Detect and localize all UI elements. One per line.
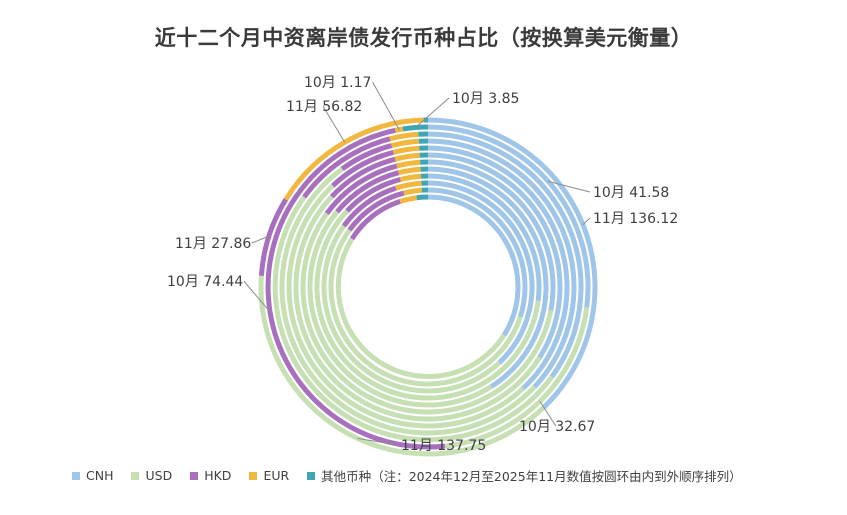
legend-swatch bbox=[307, 471, 316, 480]
ring-7-slice-HKD bbox=[329, 156, 396, 199]
ring-2-slice-HKD bbox=[347, 190, 405, 232]
data-label: 11月 136.12 bbox=[593, 211, 678, 227]
ring-1-slice-CNH bbox=[427, 194, 521, 337]
legend-label: 其他币种 bbox=[321, 469, 372, 484]
ring-8-slice-HKD bbox=[331, 149, 395, 188]
ring-2-slice-CNH bbox=[427, 187, 528, 318]
ring-7-slice-CNH bbox=[427, 152, 563, 360]
legend-swatch bbox=[72, 471, 80, 480]
ring-3-slice-CNH bbox=[427, 180, 535, 365]
annotation-leader-line bbox=[548, 180, 591, 193]
annotation-leader-line bbox=[251, 235, 270, 244]
ring-9-slice-HKD bbox=[340, 143, 393, 171]
annotation-leader-line bbox=[243, 280, 271, 313]
legend-item-USD: USD bbox=[131, 468, 172, 483]
ring-2-slice-USD bbox=[328, 228, 523, 387]
ring-7-slice-USD bbox=[293, 194, 542, 422]
ring-10-slice-HKD bbox=[302, 136, 391, 199]
ring-5-slice-USD bbox=[307, 210, 493, 408]
ring-12-slice-CNH bbox=[427, 117, 598, 410]
ring-1-slice-其他币种 bbox=[416, 194, 429, 201]
ring-10-slice-USD bbox=[272, 195, 554, 443]
ring-1-slice-USD bbox=[335, 237, 507, 379]
chart-title: 近十二个月中资离岸债发行币种占比（按换算美元衡量） bbox=[154, 26, 693, 50]
ring-6-slice-USD bbox=[300, 212, 554, 415]
ring-10-slice-EUR bbox=[389, 131, 419, 142]
data-label: 10月 1.17 bbox=[304, 75, 371, 91]
ring-4-slice-CNH bbox=[427, 173, 542, 302]
legend-item-CNH: CNH bbox=[72, 468, 113, 483]
annotation-leader-line bbox=[322, 105, 346, 143]
annotations: 10月 1.17 11月 56.82 10月 3.85 10月 41.58 11月 13… bbox=[167, 75, 678, 454]
legend-item-HKD: HKD bbox=[190, 468, 231, 483]
data-label: 11月 56.82 bbox=[286, 99, 362, 115]
ring-6-slice-EUR bbox=[396, 159, 421, 169]
ring-9-slice-CNH bbox=[427, 138, 577, 389]
annotation-leader-line bbox=[415, 97, 450, 128]
ring-6-slice-HKD bbox=[324, 163, 398, 216]
ring-7-slice-EUR bbox=[394, 152, 420, 162]
ring-9-slice-USD bbox=[279, 166, 537, 436]
rings bbox=[258, 117, 598, 457]
ring-2-slice-EUR bbox=[403, 187, 423, 196]
ring-11-slice-HKD bbox=[265, 127, 446, 450]
data-label: 11月 27.86 bbox=[175, 236, 251, 252]
ring-4-slice-HKD bbox=[345, 177, 402, 213]
legend-label: CNH bbox=[86, 468, 114, 483]
ring-11-slice-USD bbox=[444, 307, 590, 449]
ring-5-slice-EUR bbox=[398, 166, 421, 176]
annotation-leader-line bbox=[372, 81, 400, 130]
ring-3-slice-EUR bbox=[395, 180, 422, 191]
ring-9-slice-EUR bbox=[391, 138, 420, 149]
data-label: 11月 137.75 bbox=[401, 438, 486, 454]
ring-12-slice-EUR bbox=[283, 117, 424, 201]
legend-swatch bbox=[190, 471, 199, 480]
ring-10-slice-CNH bbox=[427, 131, 584, 379]
ring-6-slice-CNH bbox=[427, 159, 556, 311]
ring-5-slice-HKD bbox=[335, 170, 400, 214]
ring-4-slice-EUR bbox=[399, 173, 422, 182]
ring-3-slice-HKD bbox=[341, 185, 397, 228]
legend-swatch bbox=[249, 471, 258, 480]
legend-item-EUR: EUR bbox=[249, 468, 289, 483]
ring-5-slice-CNH bbox=[427, 166, 549, 389]
legend-label: EUR bbox=[263, 468, 290, 483]
legend-swatch bbox=[131, 471, 140, 480]
data-label: 10月 41.58 bbox=[593, 185, 669, 201]
legend-item-其他币种: 其他币种 （注：2024年12月至2025年11月数值按圆环由内到外顺序排列） bbox=[307, 466, 742, 485]
ring-3-slice-USD bbox=[321, 224, 501, 394]
ring-8-slice-EUR bbox=[392, 145, 420, 155]
legend-note: （注：2024年12月至2025年11月数值按圆环由内到外顺序排列） bbox=[371, 469, 742, 484]
ring-8-slice-CNH bbox=[427, 145, 570, 391]
legend-label: USD bbox=[145, 468, 173, 483]
ring-11-slice-CNH bbox=[427, 124, 591, 308]
annotation-leader-line bbox=[539, 401, 557, 427]
ring-1-slice-EUR bbox=[399, 195, 418, 204]
legend-label: HKD bbox=[204, 468, 232, 483]
legend: CNH USD HKD EUR 其他币种 （注：2024年12月至2025年11月数值按圆… bbox=[72, 466, 742, 485]
data-label: 10月 74.44 bbox=[167, 274, 243, 290]
ring-8-slice-USD bbox=[286, 183, 525, 429]
ring-4-slice-USD bbox=[314, 209, 541, 401]
ring-1-slice-HKD bbox=[349, 199, 402, 241]
data-label: 10月 3.85 bbox=[452, 91, 519, 107]
annotation-leader-line bbox=[357, 437, 399, 446]
data-label: 10月 32.67 bbox=[519, 419, 595, 435]
annotation-leader-line bbox=[582, 217, 591, 225]
